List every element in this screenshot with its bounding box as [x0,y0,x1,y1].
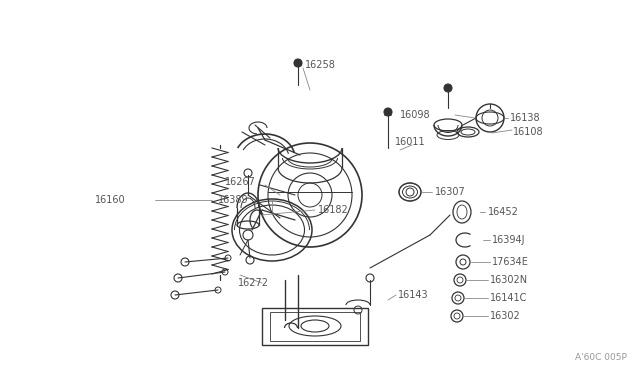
Circle shape [444,84,452,92]
Text: 16160: 16160 [95,195,125,205]
Text: 16108: 16108 [513,127,543,137]
Text: 16452: 16452 [488,207,519,217]
Circle shape [294,59,302,67]
Text: 16302N: 16302N [490,275,528,285]
Text: 16258: 16258 [305,60,336,70]
Text: 16307: 16307 [435,187,466,197]
Text: 16389: 16389 [218,195,248,205]
Text: 16098: 16098 [400,110,431,120]
Text: 16141C: 16141C [490,293,527,303]
Text: 17634E: 17634E [492,257,529,267]
Text: 16143: 16143 [398,290,429,300]
Text: 16302: 16302 [490,311,521,321]
Text: 16272: 16272 [238,278,269,288]
Circle shape [384,108,392,116]
Text: A'60C 005P: A'60C 005P [575,353,627,362]
Text: 16182: 16182 [318,205,349,215]
Text: 16394J: 16394J [492,235,525,245]
Text: 16267: 16267 [225,177,256,187]
Text: 16138: 16138 [510,113,541,123]
Text: 16011: 16011 [395,137,426,147]
